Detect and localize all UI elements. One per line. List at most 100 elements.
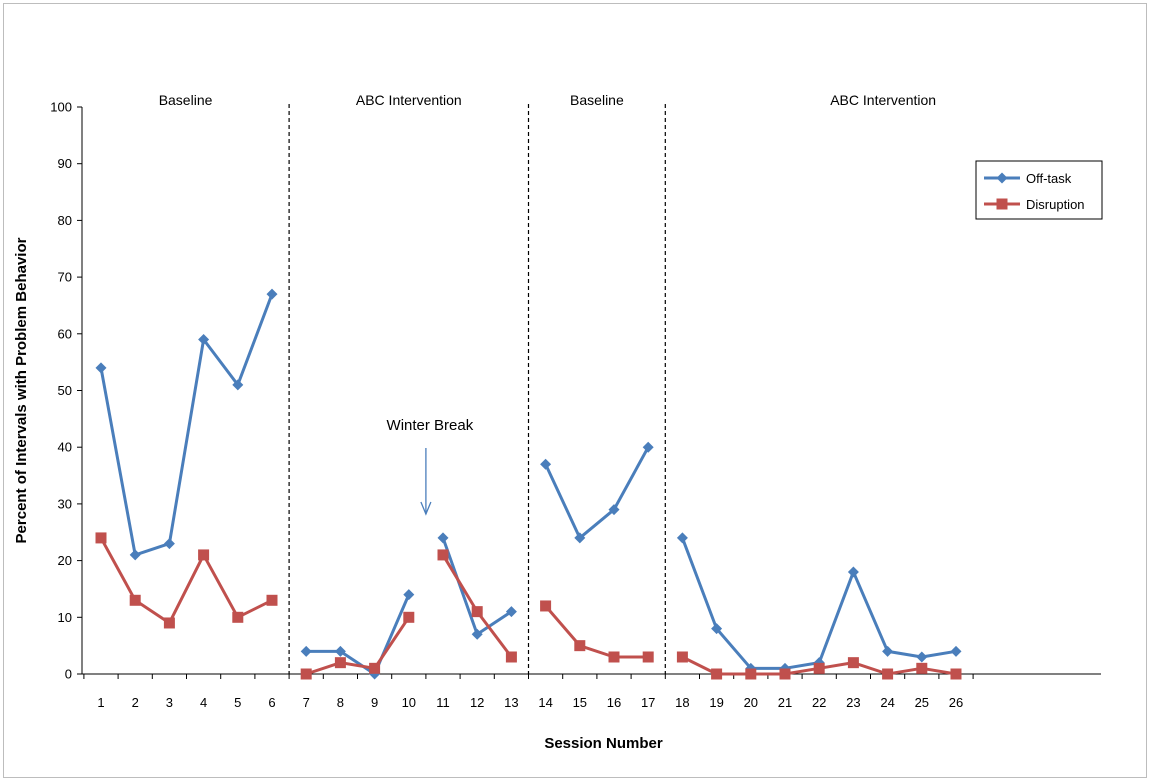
x-tick-label: 19 [709, 695, 723, 710]
data-point [471, 606, 483, 618]
x-tick-label: 23 [846, 695, 860, 710]
data-point [437, 549, 449, 561]
y-tick-label: 50 [58, 383, 72, 398]
x-tick-label: 25 [915, 695, 929, 710]
legend-swatch-marker [996, 198, 1008, 210]
phase-labels: Baseline ABC Intervention Baseline ABC Inte… [159, 92, 936, 108]
y-tick-label: 100 [50, 100, 72, 115]
winter-break-annotation: Winter Break [387, 417, 474, 516]
x-tick-label: 4 [200, 695, 207, 710]
y-tick-label: 0 [65, 667, 72, 682]
legend-entry: Disruption [984, 197, 1085, 212]
series-line [544, 446, 650, 540]
data-point [471, 628, 483, 640]
x-tick-label: 15 [573, 695, 587, 710]
data-point [950, 645, 962, 657]
data-point [711, 623, 723, 635]
series-line [305, 616, 411, 676]
y-tick-label: 40 [58, 440, 72, 455]
data-point [198, 549, 210, 561]
x-tick-label: 10 [402, 695, 416, 710]
x-tick-label: 13 [504, 695, 518, 710]
y-axis-title: Percent of Intervals with Problem Behavi… [13, 237, 30, 543]
y-tick-label: 20 [58, 553, 72, 568]
y-tick-label: 10 [58, 610, 72, 625]
data-point [950, 668, 962, 680]
data-point [882, 668, 894, 680]
data-point [129, 594, 141, 606]
phase-label: Baseline [159, 92, 213, 108]
phase-label: ABC Intervention [830, 92, 936, 108]
data-point [505, 651, 517, 663]
annotation-label: Winter Break [387, 417, 474, 434]
x-tick-label: 24 [880, 695, 894, 710]
legend-label: Disruption [1026, 197, 1085, 212]
data-point [437, 532, 449, 544]
series-line [441, 554, 513, 658]
data-point [745, 668, 757, 680]
data-point [574, 532, 586, 544]
y-tick-label: 30 [58, 496, 72, 511]
phase-label: Baseline [570, 92, 624, 108]
data-point [574, 640, 586, 652]
data-point [266, 594, 278, 606]
phase-change-lines [288, 104, 666, 674]
series-line [680, 537, 957, 670]
data-point [369, 662, 381, 674]
data-point [608, 504, 620, 516]
x-tick-label: 22 [812, 695, 826, 710]
data-point [95, 532, 107, 544]
data-point [916, 651, 928, 663]
y-tick-label: 70 [58, 270, 72, 285]
data-point [505, 606, 517, 618]
x-tick-label: 9 [371, 695, 378, 710]
data-point [403, 611, 415, 623]
x-tick-label: 8 [337, 695, 344, 710]
y-tick-label: 60 [58, 326, 72, 341]
data-point [300, 668, 312, 680]
x-tick-label: 17 [641, 695, 655, 710]
data-point [540, 458, 552, 470]
x-tick-label: 11 [436, 695, 450, 710]
x-tick-label: 14 [538, 695, 552, 710]
legend-entry: Off-task [984, 171, 1072, 186]
data-point [403, 589, 415, 601]
y-tick-label: 80 [58, 213, 72, 228]
x-tick-label: 5 [234, 695, 241, 710]
data-point [676, 532, 688, 544]
series-line [544, 604, 649, 659]
series-line [306, 594, 411, 676]
data-point [266, 288, 278, 300]
legend-swatch-marker [996, 172, 1008, 184]
data-point [779, 668, 791, 680]
data-point [129, 549, 141, 561]
data-point [642, 441, 654, 453]
data-point [300, 645, 312, 657]
data-point [882, 645, 894, 657]
x-tick-label: 18 [675, 695, 689, 710]
x-tick-label: 2 [132, 695, 139, 710]
annotation-arrow-head [420, 501, 432, 516]
data-point [642, 651, 654, 663]
data-point [232, 611, 244, 623]
data-point [232, 379, 244, 391]
x-tick-label: 12 [470, 695, 484, 710]
data-point [608, 651, 620, 663]
data-point [916, 662, 928, 674]
data-point [847, 657, 859, 669]
x-tick-label: 20 [744, 695, 758, 710]
legend: Off-task Disruption [975, 160, 1103, 220]
legend-label: Off-task [1026, 171, 1072, 186]
phase-label: ABC Intervention [356, 92, 462, 108]
y-tick-label: 90 [58, 156, 72, 171]
data-point [540, 600, 552, 612]
data-point [163, 617, 175, 629]
x-axis-title: Session Number [544, 735, 663, 752]
data-point [198, 333, 210, 345]
data-point [334, 645, 346, 657]
series-line [99, 293, 274, 557]
series-line [99, 537, 273, 625]
x-tick-label: 1 [97, 695, 104, 710]
